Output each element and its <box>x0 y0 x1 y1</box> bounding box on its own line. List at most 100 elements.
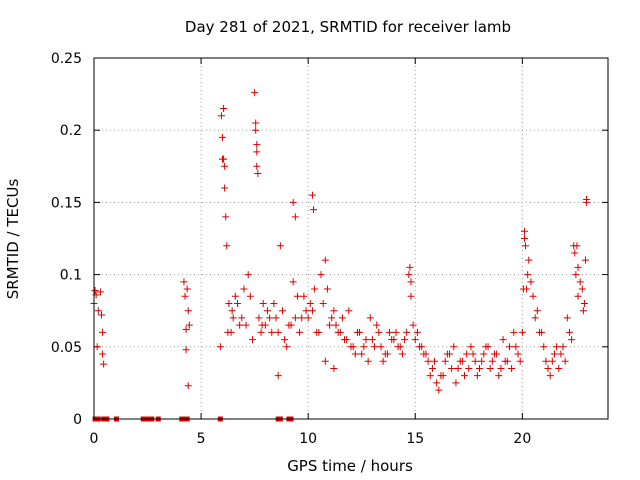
data-point <box>574 292 582 300</box>
data-point <box>220 105 228 113</box>
data-point <box>246 292 254 300</box>
data-point <box>396 343 404 351</box>
data-point <box>326 321 334 329</box>
data-point <box>465 364 473 372</box>
data-point <box>254 170 262 178</box>
data-point <box>276 242 284 250</box>
data-point <box>321 256 329 264</box>
data-point <box>272 314 280 322</box>
data-point <box>563 314 571 322</box>
data-point <box>263 307 271 315</box>
data-point <box>469 350 477 358</box>
data-point <box>495 372 503 380</box>
data-point <box>476 364 483 372</box>
data-point <box>405 271 413 279</box>
data-point <box>580 299 588 307</box>
data-point <box>222 213 230 221</box>
data-point <box>471 357 479 365</box>
data-point <box>349 343 357 351</box>
data-point <box>310 206 318 214</box>
data-point <box>486 364 494 372</box>
data-point <box>311 285 319 293</box>
data-point <box>308 191 316 199</box>
data-point <box>233 299 241 307</box>
data-point <box>510 328 518 336</box>
data-point <box>550 350 558 358</box>
data-points <box>90 89 591 422</box>
data-point <box>366 314 374 322</box>
data-point <box>540 343 548 351</box>
data-point <box>409 321 417 329</box>
data-point <box>439 372 447 380</box>
x-tick-label: 20 <box>513 431 531 447</box>
data-point <box>289 198 297 206</box>
data-point <box>424 357 432 365</box>
data-point <box>268 328 276 336</box>
data-point <box>364 357 372 365</box>
data-point <box>257 328 265 336</box>
x-tick-label: 10 <box>299 431 317 447</box>
data-point <box>341 336 349 344</box>
data-point <box>392 328 400 336</box>
data-point <box>219 155 226 163</box>
data-point <box>435 386 443 394</box>
data-point <box>407 278 415 286</box>
data-point <box>274 372 282 380</box>
axis-ticks <box>93 57 608 420</box>
data-point <box>499 336 507 344</box>
data-point <box>240 285 248 293</box>
data-point <box>527 278 535 286</box>
data-point <box>480 350 488 358</box>
data-point <box>574 263 582 271</box>
data-point <box>182 325 190 333</box>
data-point <box>285 321 293 329</box>
y-tick-label: 0.2 <box>60 123 82 139</box>
data-point <box>576 278 584 286</box>
data-point <box>185 321 193 329</box>
data-point <box>467 343 475 351</box>
y-axis-label: SRMTID / TECUs <box>4 179 22 300</box>
data-point <box>298 314 306 322</box>
data-point <box>248 336 256 344</box>
data-point <box>524 271 532 279</box>
data-point <box>96 288 104 296</box>
data-point <box>231 292 239 300</box>
data-point <box>302 307 310 315</box>
data-point <box>100 360 108 368</box>
data-point <box>321 357 329 365</box>
y-tick-label: 0 <box>73 412 82 428</box>
data-point <box>542 357 550 365</box>
data-point <box>544 364 552 372</box>
data-point <box>572 271 580 279</box>
data-point <box>255 314 263 322</box>
chart-title: Day 281 of 2021, SRMTID for receiver lam… <box>185 18 511 36</box>
data-point <box>433 379 441 387</box>
data-point <box>91 286 99 294</box>
data-point <box>242 321 250 329</box>
data-point <box>497 364 505 372</box>
data-point <box>258 321 266 329</box>
data-point <box>184 382 192 390</box>
y-tick-label: 0.15 <box>51 195 82 211</box>
data-point <box>407 292 415 300</box>
data-point <box>582 256 590 264</box>
data-point <box>313 328 321 336</box>
data-point <box>360 343 368 351</box>
y-tick-labels: 0 0.05 0.1 0.15 0.2 0.25 <box>51 51 82 428</box>
data-point <box>300 292 308 300</box>
data-point <box>448 364 456 372</box>
data-point <box>443 350 451 358</box>
data-point <box>353 328 361 336</box>
data-point <box>338 314 346 322</box>
data-point <box>548 357 556 365</box>
data-point <box>229 314 237 322</box>
data-point <box>224 328 232 336</box>
data-point <box>317 271 325 279</box>
data-point <box>398 350 406 358</box>
data-point <box>225 299 233 307</box>
data-point <box>565 328 573 336</box>
data-point <box>228 307 236 315</box>
data-point <box>181 292 189 300</box>
data-point <box>216 343 224 351</box>
